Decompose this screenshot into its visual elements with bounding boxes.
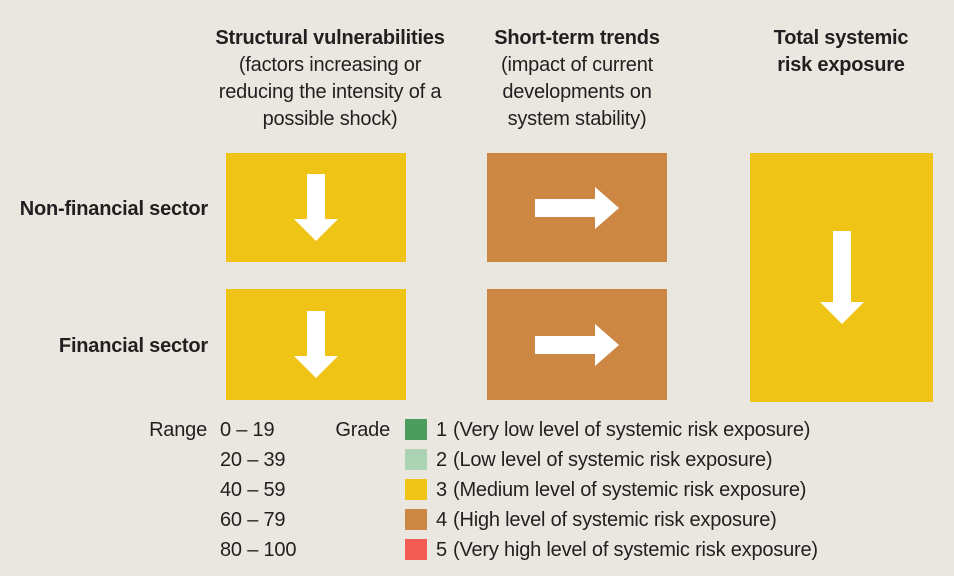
legend-grade-label: Grade — [335, 419, 390, 441]
legend-grade-number: 4 — [436, 509, 447, 531]
down-arrow-icon — [294, 174, 338, 241]
column-header-structural-vulnerabilities: Structural vulnerabilities (factors incr… — [170, 25, 490, 133]
legend-description: (Medium level of systemic risk exposure) — [453, 479, 807, 501]
down-arrow-icon — [819, 231, 864, 324]
row-label-non-financial-sector: Non-financial sector — [19, 198, 208, 220]
column-subtitle-line: reducing the intensity of a — [218, 81, 442, 103]
legend-grade-number: 2 — [436, 449, 447, 471]
legend-range-value: 60 – 79 — [220, 509, 286, 531]
column-title: Structural vulnerabilities — [215, 27, 445, 49]
column-subtitle-line: possible shock) — [262, 108, 398, 130]
column-title-line: Total systemic — [773, 27, 909, 49]
legend-color-swatch — [405, 509, 427, 530]
legend-row: 20 – 39 2 (Low level of systemic risk ex… — [0, 445, 954, 475]
cell-financial-structural — [226, 289, 406, 400]
legend-row: 60 – 79 4 (High level of systemic risk e… — [0, 505, 954, 535]
legend-description: (Low level of systemic risk exposure) — [453, 449, 773, 471]
legend-row: Range 0 – 19 Grade 1 (Very low level of … — [0, 415, 954, 445]
column-header-short-term-trends: Short-term trends (impact of current dev… — [417, 25, 737, 133]
cell-nonfinancial-structural — [226, 153, 406, 262]
legend-range-value: 80 – 100 — [220, 539, 297, 561]
legend-grade-number: 5 — [436, 539, 447, 561]
down-arrow-icon — [294, 311, 338, 378]
column-subtitle-line: (factors increasing or — [238, 54, 422, 76]
legend-range-label: Range — [149, 419, 207, 441]
legend-color-swatch — [405, 539, 427, 560]
cell-total-systemic-risk — [750, 153, 933, 402]
column-header-total-systemic-risk-exposure: Total systemic risk exposure — [711, 25, 954, 79]
legend-range-value: 40 – 59 — [220, 479, 286, 501]
legend-row: 40 – 59 3 (Medium level of systemic risk… — [0, 475, 954, 505]
row-label-financial-sector: Financial sector — [58, 335, 208, 357]
column-subtitle-line: developments on — [502, 81, 652, 103]
column-subtitle-line: system stability) — [507, 108, 647, 130]
column-subtitle-line: (impact of current — [500, 54, 653, 76]
legend-description: (Very low level of systemic risk exposur… — [453, 419, 811, 441]
legend-description: (High level of systemic risk exposure) — [453, 509, 777, 531]
right-arrow-icon — [535, 323, 619, 366]
cell-nonfinancial-short-term — [487, 153, 667, 262]
cell-financial-short-term — [487, 289, 667, 400]
legend-grade-number: 1 — [436, 419, 447, 441]
column-title-line: risk exposure — [777, 54, 905, 76]
legend-range-value: 20 – 39 — [220, 449, 286, 471]
legend-row: 80 – 100 5 (Very high level of systemic … — [0, 535, 954, 565]
legend-color-swatch — [405, 419, 427, 440]
legend-range-value: 0 – 19 — [220, 419, 275, 441]
legend-color-swatch — [405, 479, 427, 500]
right-arrow-icon — [535, 186, 619, 229]
legend-grade-number: 3 — [436, 479, 447, 501]
legend-description: (Very high level of systemic risk exposu… — [453, 539, 818, 561]
column-title: Short-term trends — [494, 27, 660, 49]
legend-color-swatch — [405, 449, 427, 470]
